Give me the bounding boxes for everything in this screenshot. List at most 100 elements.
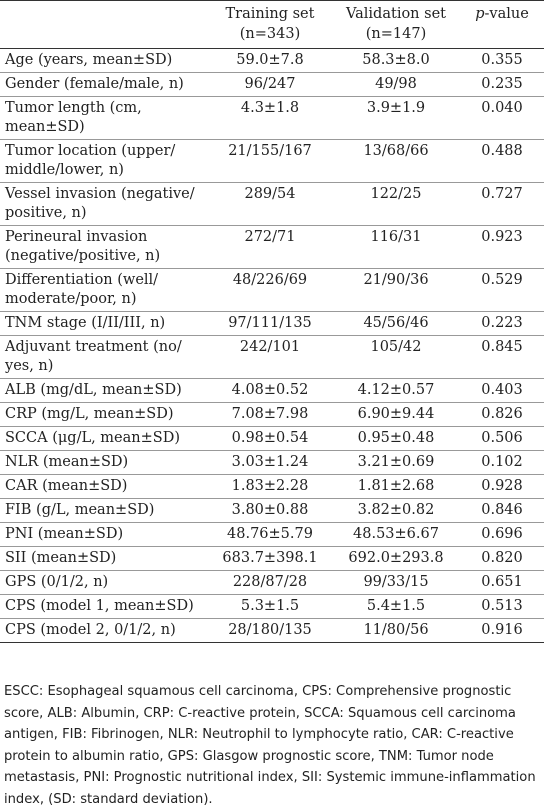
validation-value: 6.90±9.44 xyxy=(332,402,460,427)
header-validation-line1: Validation set xyxy=(346,6,446,22)
table-row: SCCA (μg/L, mean±SD) 0.98±0.54 0.95±0.48 0.… xyxy=(0,426,544,451)
training-value: 272/71 xyxy=(208,225,332,269)
row-label-line: CAR (mean±SD) xyxy=(5,478,128,494)
row-label-line: Differentiation (well/ xyxy=(5,272,159,288)
table-row: CPS (model 2, 0/1/2, n) 28/180/135 11/80/5… xyxy=(0,618,544,643)
table-row: Gender (female/male, n) 96/247 49/98 0.235 xyxy=(0,72,544,97)
p-value: 0.040 xyxy=(460,96,544,140)
row-label-line: GPS (0/1/2, n) xyxy=(5,574,109,590)
validation-value: 0.95±0.48 xyxy=(332,426,460,451)
characteristics-table: Training set (n=343) Validation set (n=1… xyxy=(0,0,544,643)
header-training-line1: Training set xyxy=(225,6,315,22)
row-label: Differentiation (well/moderate/poor, n) xyxy=(0,268,208,312)
training-value: 683.7±398.1 xyxy=(208,546,332,571)
p-value: 0.846 xyxy=(460,498,544,523)
validation-value: 13/68/66 xyxy=(332,139,460,183)
validation-value: 3.21±0.69 xyxy=(332,450,460,475)
row-label-line: TNM stage (I/II/III, n) xyxy=(5,315,166,331)
row-label: Tumor location (upper/middle/lower, n) xyxy=(0,139,208,183)
table-row: Tumor location (upper/middle/lower, n) 21… xyxy=(0,139,544,183)
row-label-line: CPS (model 1, mean±SD) xyxy=(5,598,194,614)
row-label: CPS (model 1, mean±SD) xyxy=(0,594,208,619)
row-label: Perineural invasion (negative/positive, n… xyxy=(0,225,208,269)
training-value: 59.0±7.8 xyxy=(208,48,332,73)
training-value: 4.3±1.8 xyxy=(208,96,332,140)
training-value: 48/226/69 xyxy=(208,268,332,312)
table-row: GPS (0/1/2, n) 228/87/28 99/33/15 0.651 xyxy=(0,570,544,595)
table-row: Perineural invasion (negative/positive, n… xyxy=(0,225,544,269)
p-value: 0.928 xyxy=(460,474,544,499)
header-validation-set: Validation set (n=147) xyxy=(332,0,460,49)
row-label: CRP (mg/L, mean±SD) xyxy=(0,402,208,427)
header-training-set: Training set (n=343) xyxy=(208,0,332,49)
table-row: ALB (mg/dL, mean±SD) 4.08±0.52 4.12±0.57 0.… xyxy=(0,378,544,403)
training-value: 48.76±5.79 xyxy=(208,522,332,547)
validation-value: 122/25 xyxy=(332,182,460,226)
table-row: Age (years, mean±SD) 59.0±7.8 58.3±8.0 0.35… xyxy=(0,48,544,73)
row-label: ALB (mg/dL, mean±SD) xyxy=(0,378,208,403)
p-value: 0.223 xyxy=(460,311,544,336)
header-p-value: p-value xyxy=(460,0,544,49)
training-value: 28/180/135 xyxy=(208,618,332,643)
row-label: PNI (mean±SD) xyxy=(0,522,208,547)
row-label: SII (mean±SD) xyxy=(0,546,208,571)
row-label-line: (negative/positive, n) xyxy=(5,248,161,264)
p-value: 0.488 xyxy=(460,139,544,183)
row-label-line: FIB (g/L, mean±SD) xyxy=(5,502,155,518)
p-value: 0.529 xyxy=(460,268,544,312)
p-value: 0.845 xyxy=(460,335,544,379)
row-label-line: Tumor location (upper/ xyxy=(5,143,176,159)
validation-value: 3.82±0.82 xyxy=(332,498,460,523)
p-value: 0.727 xyxy=(460,182,544,226)
row-label-line: CRP (mg/L, mean±SD) xyxy=(5,406,174,422)
row-label-line: ALB (mg/dL, mean±SD) xyxy=(5,382,182,398)
validation-value: 3.9±1.9 xyxy=(332,96,460,140)
training-value: 3.80±0.88 xyxy=(208,498,332,523)
table-row: CPS (model 1, mean±SD) 5.3±1.5 5.4±1.5 0.51… xyxy=(0,594,544,619)
p-value: 0.696 xyxy=(460,522,544,547)
table-row: Tumor length (cm, mean±SD) 4.3±1.8 3.9±1.9 0… xyxy=(0,96,544,140)
table-row: NLR (mean±SD) 3.03±1.24 3.21±0.69 0.102 xyxy=(0,450,544,475)
p-value: 0.355 xyxy=(460,48,544,73)
p-value: 0.820 xyxy=(460,546,544,571)
p-value: 0.102 xyxy=(460,450,544,475)
row-label-line: SCCA (μg/L, mean±SD) xyxy=(5,430,180,446)
row-label-line: Vessel invasion (negative/ xyxy=(5,186,195,202)
validation-value: 116/31 xyxy=(332,225,460,269)
row-label-line: Age (years, mean±SD) xyxy=(5,52,173,68)
training-value: 7.08±7.98 xyxy=(208,402,332,427)
p-value: 0.651 xyxy=(460,570,544,595)
row-label-line: positive, n) xyxy=(5,205,87,221)
table-row: Differentiation (well/moderate/poor, n) 4… xyxy=(0,268,544,312)
row-label-line: CPS (model 2, 0/1/2, n) xyxy=(5,622,176,638)
validation-value: 692.0±293.8 xyxy=(332,546,460,571)
validation-value: 5.4±1.5 xyxy=(332,594,460,619)
row-label: CPS (model 2, 0/1/2, n) xyxy=(0,618,208,643)
validation-value: 45/56/46 xyxy=(332,311,460,336)
validation-value: 99/33/15 xyxy=(332,570,460,595)
row-label-line: NLR (mean±SD) xyxy=(5,454,129,470)
validation-value: 48.53±6.67 xyxy=(332,522,460,547)
training-value: 96/247 xyxy=(208,72,332,97)
training-value: 97/111/135 xyxy=(208,311,332,336)
table-row: PNI (mean±SD) 48.76±5.79 48.53±6.67 0.696 xyxy=(0,522,544,547)
row-label-line: Perineural invasion xyxy=(5,229,148,245)
row-label-line: moderate/poor, n) xyxy=(5,291,137,307)
training-value: 228/87/28 xyxy=(208,570,332,595)
training-value: 4.08±0.52 xyxy=(208,378,332,403)
training-value: 3.03±1.24 xyxy=(208,450,332,475)
validation-value: 58.3±8.0 xyxy=(332,48,460,73)
row-label-line: mean±SD) xyxy=(5,119,85,135)
row-label-line: Adjuvant treatment (no/ xyxy=(5,339,182,355)
row-label: Age (years, mean±SD) xyxy=(0,48,208,73)
row-label: CAR (mean±SD) xyxy=(0,474,208,499)
header-validation-line2: (n=147) xyxy=(365,26,427,42)
validation-value: 21/90/36 xyxy=(332,268,460,312)
table-header: Training set (n=343) Validation set (n=1… xyxy=(0,0,544,49)
row-label: GPS (0/1/2, n) xyxy=(0,570,208,595)
training-value: 0.98±0.54 xyxy=(208,426,332,451)
header-empty xyxy=(0,0,208,49)
row-label-line: SII (mean±SD) xyxy=(5,550,117,566)
row-label-line: Tumor length (cm, xyxy=(5,100,142,116)
table-row: CRP (mg/L, mean±SD) 7.08±7.98 6.90±9.44 0.8… xyxy=(0,402,544,427)
